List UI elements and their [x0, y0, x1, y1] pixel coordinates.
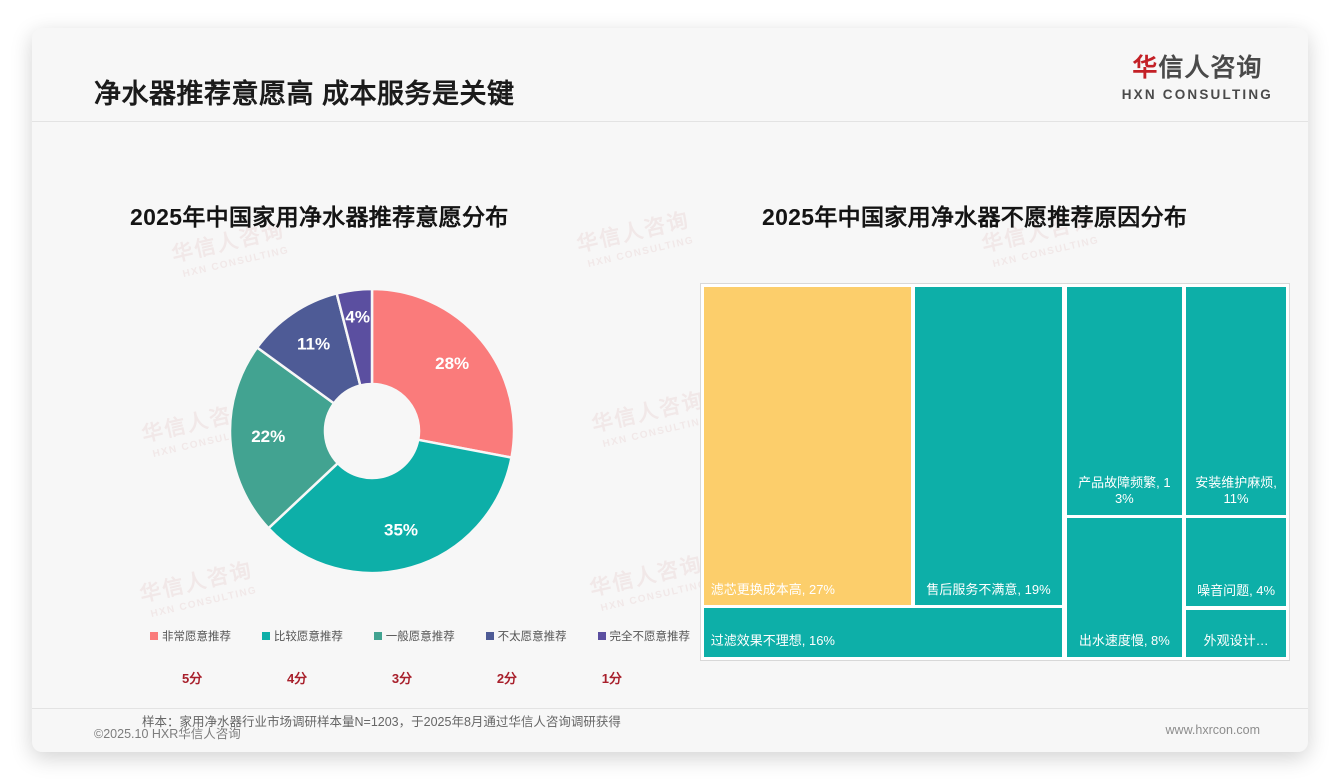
donut-slice[interactable]	[266, 438, 513, 575]
legend-item-label: 比较愿意推荐	[273, 631, 343, 643]
legend-swatch-icon	[597, 632, 606, 640]
donut-slice-label: 11%	[297, 334, 330, 353]
treemap-cell-label: 外观设计…	[1203, 633, 1269, 649]
website-url[interactable]: www.hxrcon.com	[1165, 723, 1260, 737]
recommendation-willingness-donut-chart: 28% 35% 22% 11% 4%	[212, 271, 562, 591]
watermark: 华信人咨询 HXN CONSULTING	[574, 208, 696, 271]
treemap-cell-label: 滤芯更换成本高, 27%	[710, 581, 835, 597]
score-label: 5分	[182, 671, 203, 686]
logo-chinese-text: 华信人咨询	[1122, 56, 1273, 81]
copyright-text: ©2025.10 HXR华信人咨询	[94, 727, 241, 741]
legend-swatch-icon	[261, 632, 270, 640]
treemap-cell[interactable]: 安装维护麻烦, 11%	[1184, 286, 1288, 516]
unwilling-reasons-treemap-chart: 滤芯更换成本高, 27% 售后服务不满意, 19% 过滤效果不理想, 16% 产品故障…	[700, 283, 1290, 661]
score-scale-row: 5分 4分 3分 2分 1分	[182, 668, 622, 687]
treemap-cell-label: 过滤效果不理想, 16%	[710, 633, 835, 649]
legend-item-label: 不太愿意推荐	[497, 631, 567, 643]
score-label: 2分	[496, 671, 518, 686]
donut-slice-label: 28%	[435, 354, 469, 373]
donut-legend: 非常愿意推荐 比较愿意推荐 一般愿意推荐 不太愿意推荐 完全不愿意推荐	[150, 628, 690, 644]
logo-rest-chars: 信人咨询	[1158, 54, 1263, 82]
legend-item[interactable]: 非常愿意推荐	[150, 628, 231, 644]
donut-svg: 28% 35% 22% 11% 4%	[228, 287, 516, 575]
sample-note: 样本：家用净水器行业市场调研样本量N=1203，于2025年8月通过华信人咨询调…	[142, 715, 621, 729]
legend-item[interactable]: 比较愿意推荐	[261, 628, 343, 644]
company-logo: 华信人咨询 HXN CONSULTING	[1122, 56, 1273, 102]
score-label: 1分	[601, 671, 622, 686]
right-chart-title: 2025年中国家用净水器不愿推荐原因分布	[762, 204, 1188, 230]
treemap-cell-label: 出水速度慢, 8%	[1078, 633, 1170, 649]
slide-card: 华信人咨询 HXN CONSULTING 华信人咨询 HXN CONSULTIN…	[32, 28, 1308, 752]
treemap-cell[interactable]: 外观设计…	[1184, 608, 1288, 658]
donut-slice[interactable]	[335, 287, 374, 387]
treemap-cell[interactable]: 滤芯更换成本高, 27%	[702, 286, 913, 606]
legend-item[interactable]: 不太愿意推荐	[485, 628, 567, 644]
treemap-cell-label: 产品故障频繁, 13%	[1078, 475, 1171, 507]
treemap-cell[interactable]: 售后服务不满意, 19%	[913, 286, 1064, 606]
watermark: 华信人咨询 HXN CONSULTING	[587, 552, 709, 615]
treemap-cell[interactable]: 产品故障频繁, 13%	[1065, 286, 1184, 516]
treemap-cell[interactable]: 噪音问题, 4%	[1184, 517, 1288, 608]
score-label: 4分	[286, 671, 308, 686]
legend-item[interactable]: 一般愿意推荐	[373, 628, 455, 644]
legend-item-label: 一般愿意推荐	[385, 631, 455, 643]
treemap-cell[interactable]: 出水速度慢, 8%	[1065, 517, 1184, 658]
logo-english-text: HXN CONSULTING	[1121, 87, 1273, 102]
legend-swatch-icon	[485, 632, 494, 640]
legend-swatch-icon	[373, 632, 382, 640]
donut-slice-label: 35%	[384, 520, 418, 539]
treemap-cell-label: 售后服务不满意, 19%	[926, 581, 1051, 597]
legend-item-label: 非常愿意推荐	[162, 631, 231, 643]
watermark: 华信人咨询 HXN CONSULTING	[589, 388, 711, 451]
logo-accent-char: 华	[1132, 54, 1159, 82]
slide-footer: ©2025.10 HXR华信人咨询 www.hxrcon.com	[32, 708, 1308, 752]
score-label: 3分	[391, 671, 413, 686]
left-chart-title: 2025年中国家用净水器推荐意愿分布	[130, 204, 509, 230]
treemap-cell[interactable]: 过滤效果不理想, 16%	[702, 607, 1064, 658]
treemap-cell-label: 安装维护麻烦, 11%	[1195, 475, 1277, 507]
donut-slice-label: 22%	[251, 427, 285, 446]
donut-slice-label: 4%	[345, 307, 370, 326]
legend-item-label: 完全不愿意推荐	[609, 631, 691, 643]
treemap-cell-label: 噪音问题, 4%	[1197, 583, 1276, 599]
legend-swatch-icon	[150, 632, 158, 640]
donut-slice[interactable]	[228, 345, 340, 530]
slide-header: 净水器推荐意愿高 成本服务是关键 华信人咨询 HXN CONSULTING	[32, 28, 1308, 122]
page-title: 净水器推荐意愿高 成本服务是关键	[94, 79, 515, 109]
donut-slice[interactable]	[370, 287, 516, 460]
legend-item[interactable]: 完全不愿意推荐	[597, 628, 691, 644]
